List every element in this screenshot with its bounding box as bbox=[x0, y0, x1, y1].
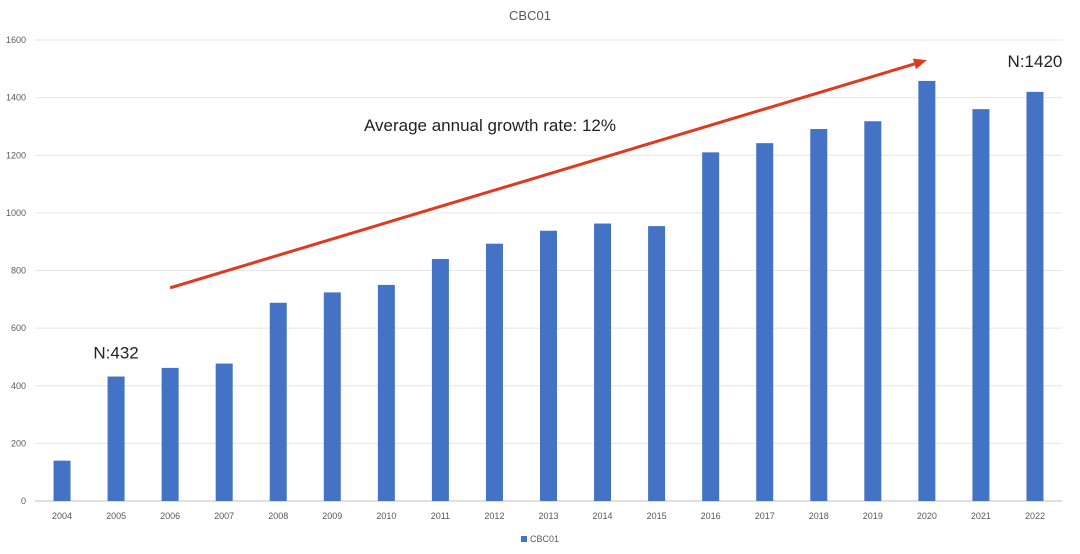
x-tick-label: 2022 bbox=[1025, 511, 1045, 521]
bar-2021 bbox=[972, 109, 990, 502]
x-tick-label: 2013 bbox=[538, 511, 558, 521]
bars bbox=[53, 80, 1044, 502]
x-tick-label: 2005 bbox=[106, 511, 126, 521]
chart-title: CBC01 bbox=[509, 8, 551, 23]
x-tick-label: 2006 bbox=[160, 511, 180, 521]
x-axis: 2004 2005 2006 2007 2008 2009 2010 2011 2012 2013… bbox=[52, 511, 1045, 521]
bar-2008 bbox=[269, 302, 287, 501]
bar-2005 bbox=[107, 376, 125, 501]
bar-2011 bbox=[431, 258, 449, 501]
trend-arrow-line bbox=[169, 62, 915, 290]
x-tick-label: 2007 bbox=[214, 511, 234, 521]
y-tick-label: 400 bbox=[11, 381, 26, 391]
x-tick-label: 2019 bbox=[863, 511, 883, 521]
bar-2004 bbox=[53, 460, 71, 501]
growth-rate-annotation: Average annual growth rate: 12% bbox=[364, 116, 616, 135]
bar-2007 bbox=[215, 363, 233, 501]
bar-2010 bbox=[377, 284, 395, 501]
bar-2009 bbox=[323, 292, 341, 501]
x-tick-label: 2020 bbox=[917, 511, 937, 521]
bar-2020 bbox=[918, 80, 936, 501]
x-tick-label: 2010 bbox=[376, 511, 396, 521]
x-tick-label: 2014 bbox=[593, 511, 613, 521]
bar-2013 bbox=[540, 230, 557, 501]
bar-2015 bbox=[648, 226, 666, 501]
bar-2016 bbox=[702, 152, 720, 501]
trend-arrow-head bbox=[912, 58, 927, 70]
x-tick-label: 2016 bbox=[701, 511, 721, 521]
x-tick-label: 2015 bbox=[647, 511, 667, 521]
y-tick-label: 1200 bbox=[6, 150, 26, 160]
x-tick-label: 2008 bbox=[268, 511, 288, 521]
x-tick-label: 2021 bbox=[971, 511, 991, 521]
y-axis: 0 200 400 600 800 1000 1200 1400 1600 bbox=[6, 35, 26, 506]
bar-2006 bbox=[161, 367, 179, 501]
x-tick-label: 2011 bbox=[431, 511, 450, 521]
x-tick-label: 2018 bbox=[809, 511, 829, 521]
annotation-n-2005: N:432 bbox=[93, 344, 138, 363]
y-tick-label: 800 bbox=[11, 266, 26, 276]
legend-swatch bbox=[521, 536, 527, 542]
legend-label: CBC01 bbox=[530, 534, 559, 544]
annotation-n-2022: N:1420 bbox=[1008, 52, 1063, 71]
x-tick-label: 2017 bbox=[755, 511, 775, 521]
bar-2019 bbox=[864, 121, 882, 501]
legend: CBC01 bbox=[521, 534, 559, 544]
x-tick-label: 2004 bbox=[52, 511, 72, 521]
bar-2014 bbox=[594, 223, 612, 501]
y-tick-label: 200 bbox=[11, 438, 26, 448]
bar-2018 bbox=[810, 129, 828, 501]
trend-arrow bbox=[169, 58, 927, 290]
bar-2022 bbox=[1026, 91, 1044, 502]
bar-2012 bbox=[485, 243, 503, 501]
x-tick-label: 2009 bbox=[322, 511, 342, 521]
y-tick-label: 600 bbox=[11, 323, 26, 333]
y-tick-label: 1000 bbox=[6, 208, 26, 218]
y-tick-label: 0 bbox=[21, 496, 26, 506]
y-tick-label: 1600 bbox=[6, 35, 26, 45]
bar-2017 bbox=[756, 143, 774, 501]
y-tick-label: 1400 bbox=[6, 93, 26, 103]
x-tick-label: 2012 bbox=[484, 511, 504, 521]
